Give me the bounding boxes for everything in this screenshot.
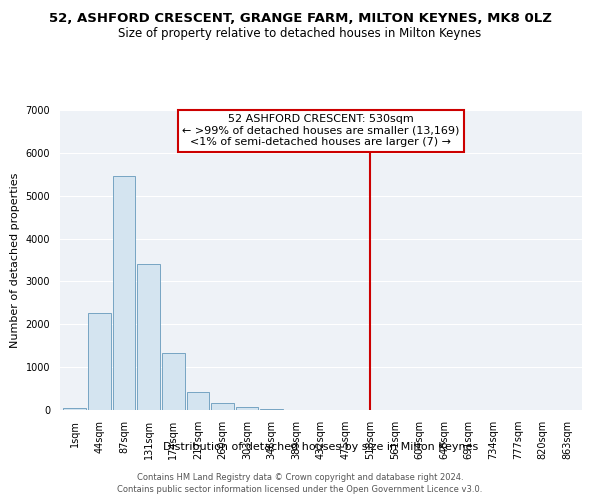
Text: 52 ASHFORD CRESCENT: 530sqm
← >99% of detached houses are smaller (13,169)
<1% o: 52 ASHFORD CRESCENT: 530sqm ← >99% of de… xyxy=(182,114,460,148)
Bar xyxy=(88,312,111,410)
Bar xyxy=(187,392,209,410)
Bar xyxy=(113,176,136,410)
Text: Size of property relative to detached houses in Milton Keynes: Size of property relative to detached ho… xyxy=(118,28,482,40)
Text: Contains HM Land Registry data © Crown copyright and database right 2024.
Contai: Contains HM Land Registry data © Crown c… xyxy=(118,472,482,494)
Bar xyxy=(260,408,283,410)
Text: Distribution of detached houses by size in Milton Keynes: Distribution of detached houses by size … xyxy=(163,442,479,452)
Bar xyxy=(211,404,234,410)
Bar xyxy=(162,352,185,410)
Text: 52, ASHFORD CRESCENT, GRANGE FARM, MILTON KEYNES, MK8 0LZ: 52, ASHFORD CRESCENT, GRANGE FARM, MILTO… xyxy=(49,12,551,26)
Bar xyxy=(236,406,259,410)
Bar xyxy=(64,408,86,410)
Bar xyxy=(137,264,160,410)
Y-axis label: Number of detached properties: Number of detached properties xyxy=(10,172,20,348)
